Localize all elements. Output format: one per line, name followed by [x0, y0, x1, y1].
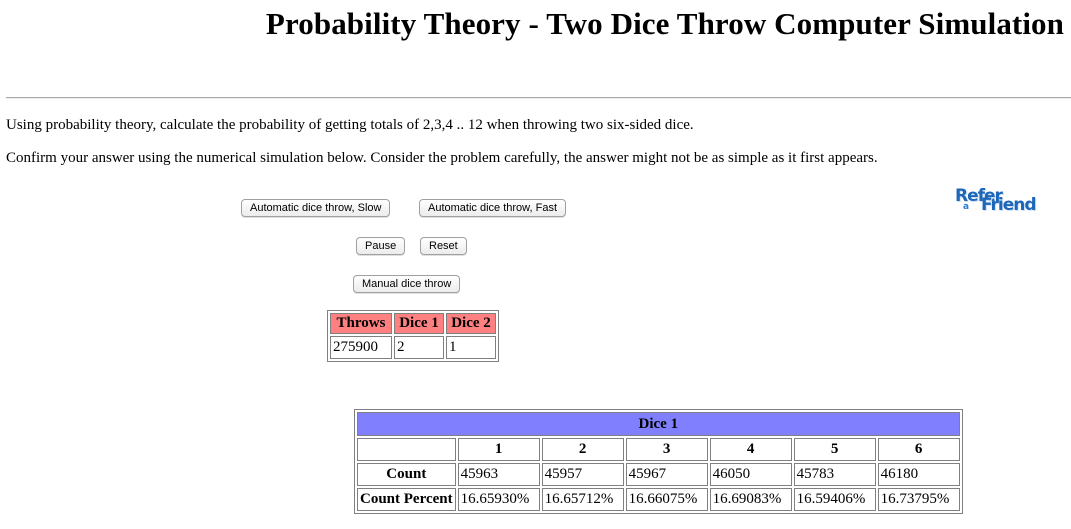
percent-face-6: 16.73795%	[877, 488, 960, 511]
throws-value-row: 275900 2 1	[330, 336, 496, 359]
dice1-header: Dice 1	[394, 313, 444, 334]
percent-face-3: 16.66075%	[625, 488, 708, 511]
throws-table: Throws Dice 1 Dice 2 275900 2 1	[327, 310, 499, 362]
count-face-4: 46050	[709, 463, 792, 486]
count-face-3: 45967	[625, 463, 708, 486]
face-6-header: 6	[877, 438, 960, 461]
count-row-label: Count	[357, 463, 456, 486]
dice1-table-title: Dice 1	[357, 412, 960, 436]
refer-a-friend-logo[interactable]: Refer a Friend	[953, 186, 1045, 222]
percent-row-label: Count Percent	[357, 488, 456, 511]
count-face-1: 45963	[457, 463, 540, 486]
pause-button[interactable]: Pause	[356, 237, 406, 255]
intro-text: Using probability theory, calculate the …	[6, 117, 694, 133]
percent-face-5: 16.59406%	[793, 488, 876, 511]
face-1-header: 1	[457, 438, 540, 461]
count-face-5: 45783	[793, 463, 876, 486]
auto-throw-slow-button[interactable]: Automatic dice throw, Slow	[241, 199, 391, 217]
count-face-2: 45957	[541, 463, 624, 486]
percent-row: Count Percent 16.65930% 16.65712% 16.660…	[357, 488, 960, 511]
face-5-header: 5	[793, 438, 876, 461]
empty-corner-cell	[357, 438, 456, 461]
logo-text-refer: Refer	[955, 186, 1003, 206]
auto-throw-fast-button[interactable]: Automatic dice throw, Fast	[419, 199, 566, 217]
percent-face-1: 16.65930%	[457, 488, 540, 511]
count-face-6: 46180	[877, 463, 960, 486]
face-3-header: 3	[625, 438, 708, 461]
percent-face-4: 16.69083%	[709, 488, 792, 511]
throws-header-row: Throws Dice 1 Dice 2	[330, 313, 496, 334]
logo-text-a: a	[963, 202, 970, 212]
throws-header: Throws	[330, 313, 392, 334]
logo-text-friend: Friend	[981, 195, 1037, 215]
dice2-value: 1	[446, 336, 496, 359]
dice1-faces-row: 1 2 3 4 5 6	[357, 438, 960, 461]
face-2-header: 2	[541, 438, 624, 461]
percent-face-2: 16.65712%	[541, 488, 624, 511]
dice2-header: Dice 2	[446, 313, 496, 334]
throws-count-value: 275900	[330, 336, 392, 359]
horizontal-rule	[6, 97, 1071, 99]
page-title: Probability Theory - Two Dice Throw Comp…	[265, 6, 1064, 41]
dice1-stats-table: Dice 1 1 2 3 4 5 6 Count 45963 45957 459…	[354, 409, 963, 514]
manual-throw-button[interactable]: Manual dice throw	[353, 275, 461, 293]
face-4-header: 4	[709, 438, 792, 461]
reset-button[interactable]: Reset	[420, 237, 467, 255]
dice1-title-row: Dice 1	[357, 412, 960, 436]
dice1-value: 2	[394, 336, 444, 359]
count-row: Count 45963 45957 45967 46050 45783 4618…	[357, 463, 960, 486]
instructions-text: Confirm your answer using the numerical …	[6, 150, 878, 166]
